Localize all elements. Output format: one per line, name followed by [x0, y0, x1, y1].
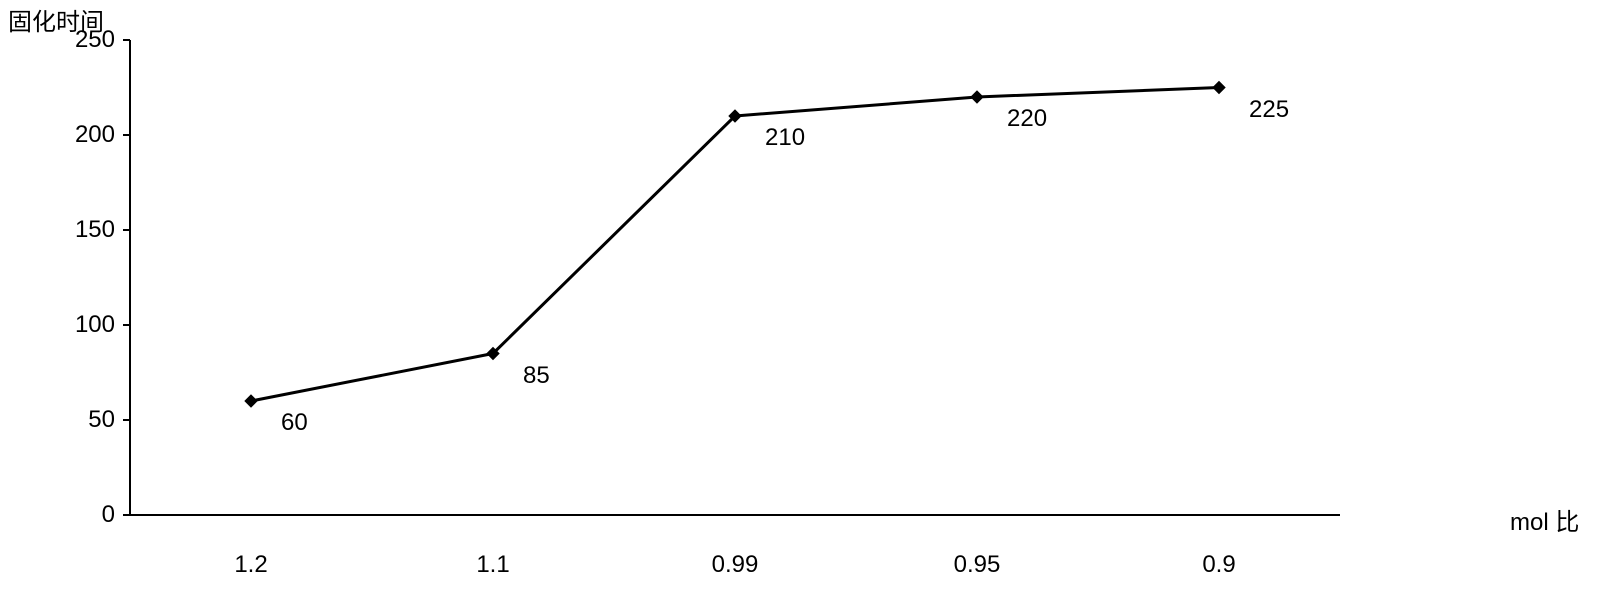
y-tick-label: 250: [45, 26, 115, 54]
y-tick-label: 100: [45, 311, 115, 339]
y-tick-label: 50: [45, 406, 115, 434]
y-tick-label: 200: [45, 121, 115, 149]
data-label: 225: [1249, 96, 1289, 124]
x-tick-label: 1.2: [191, 551, 311, 579]
y-tick-label: 150: [45, 216, 115, 244]
data-label: 220: [1007, 105, 1047, 133]
chart-container: 固化时间 mol 比 0501001502002501.21.10.990.95…: [0, 0, 1623, 602]
data-label: 60: [281, 409, 308, 437]
y-tick-label: 0: [45, 501, 115, 529]
x-tick-label: 0.99: [675, 551, 795, 579]
data-label: 85: [523, 362, 550, 390]
data-label: 210: [765, 124, 805, 152]
chart-plot: [0, 0, 1623, 602]
x-tick-label: 0.95: [917, 551, 1037, 579]
x-tick-label: 1.1: [433, 551, 553, 579]
x-tick-label: 0.9: [1159, 551, 1279, 579]
